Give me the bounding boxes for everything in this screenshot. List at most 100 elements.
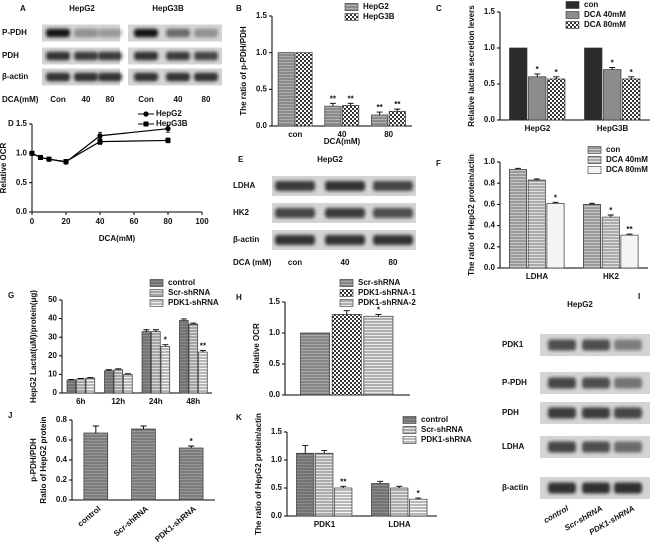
blot-band [614, 482, 642, 494]
bar [324, 105, 342, 127]
bar [76, 378, 86, 394]
error-bar [628, 76, 635, 79]
bar [160, 346, 171, 394]
row-label: PDH [2, 51, 19, 60]
bar [141, 331, 152, 394]
significance: * [417, 489, 421, 498]
bar [528, 76, 547, 121]
x-tick-label: 24h [149, 397, 163, 406]
x-tick-label: HK2 [603, 272, 620, 281]
legend-label: con [584, 0, 598, 9]
blot-band [275, 181, 315, 191]
row-label: HK2 [233, 208, 250, 217]
bar [509, 47, 528, 121]
significance: * [630, 68, 634, 77]
error-bar [180, 318, 187, 321]
legend-label: PDK1-shRNA-1 [358, 288, 416, 297]
bar [371, 483, 390, 517]
error-bar [77, 378, 84, 380]
error-bar [321, 450, 328, 454]
error-bar [92, 425, 99, 433]
row-label: β-actin [233, 235, 259, 244]
error-bar [152, 329, 159, 332]
bar [342, 105, 360, 127]
lane-label: con [288, 258, 302, 267]
error-bar [140, 425, 147, 429]
bar [334, 487, 353, 517]
bar [113, 369, 124, 394]
bar [371, 114, 389, 127]
bar [295, 52, 313, 127]
x-tick-label: 20 [62, 217, 71, 226]
error-bar [347, 102, 354, 106]
y-axis-label: The ratio of HepG2 protein/actin [254, 413, 263, 535]
x-tick-label: PDK1 [314, 520, 336, 529]
bar [622, 78, 641, 121]
bar [527, 179, 546, 269]
error-bar [515, 167, 522, 170]
blot-band [46, 72, 70, 82]
bar [546, 202, 565, 269]
bar [390, 487, 409, 517]
blot-band [134, 28, 158, 38]
blot-band [373, 181, 413, 191]
blot-band [582, 377, 610, 389]
x-tick-label: 60 [130, 217, 139, 226]
legend-swatch [344, 3, 359, 11]
legend-swatch [587, 166, 602, 174]
blot-band [582, 482, 610, 494]
x-tick-label: HepG3B [597, 124, 629, 133]
blot-band [194, 51, 218, 61]
y-tick-label: 20 [48, 351, 57, 360]
x-tick-label: 40 [338, 130, 347, 139]
lane-label: 40 [341, 258, 350, 267]
error-bar [199, 350, 206, 353]
row-label: LDHA [233, 181, 255, 190]
y-tick-label: 0 [53, 388, 58, 397]
panel-letter: H [236, 293, 242, 302]
legend-swatch [402, 426, 417, 434]
y-tick-label: 0.4 [56, 455, 68, 464]
bar [151, 331, 161, 394]
blot-band [373, 235, 413, 245]
bar [277, 52, 295, 127]
y-tick-label: 0.5 [271, 483, 283, 492]
legend-swatch [339, 289, 354, 297]
blot-band [46, 28, 70, 38]
y-tick-label: 50 [48, 295, 57, 304]
error-bar [302, 444, 309, 454]
y-tick-label: 0.4 [484, 221, 496, 230]
y-tick-label: 1.5 [484, 7, 496, 16]
panel-letter: J [8, 411, 12, 420]
bar [583, 204, 601, 269]
y-tick-label: 1.0 [269, 328, 281, 337]
blot-band [325, 235, 365, 245]
y-tick-label: 30 [48, 332, 57, 341]
x-tick-label: 48h [186, 397, 200, 406]
blot-band [194, 72, 218, 82]
y-tick-label: 0.5 [256, 84, 268, 93]
error-bar [68, 378, 75, 380]
legend-label: control [421, 415, 448, 424]
y-axis-label: The ratio of HepG2 protein/actin [467, 154, 476, 276]
error-bar [626, 233, 633, 236]
lane-label: 40 [174, 95, 183, 104]
panel-letter: A [20, 4, 26, 13]
panel-letter: I [638, 292, 640, 301]
y-tick-label: 1.0 [484, 157, 496, 166]
legend-label: con [606, 145, 620, 154]
error-bar [190, 322, 197, 325]
x-tick-label: HepG2 [525, 124, 551, 133]
y-tick-label: 1.5 [269, 297, 281, 306]
legend-label: control [168, 278, 195, 287]
panel-letter: B [236, 4, 242, 13]
legend-label: Scr-shRNA [168, 288, 210, 297]
blot-band [98, 28, 122, 38]
blot-band [134, 51, 158, 61]
legend-swatch [587, 146, 602, 154]
legend-swatch [402, 416, 417, 424]
significance: * [164, 336, 168, 345]
blot-band [582, 441, 610, 453]
bar [300, 332, 330, 396]
